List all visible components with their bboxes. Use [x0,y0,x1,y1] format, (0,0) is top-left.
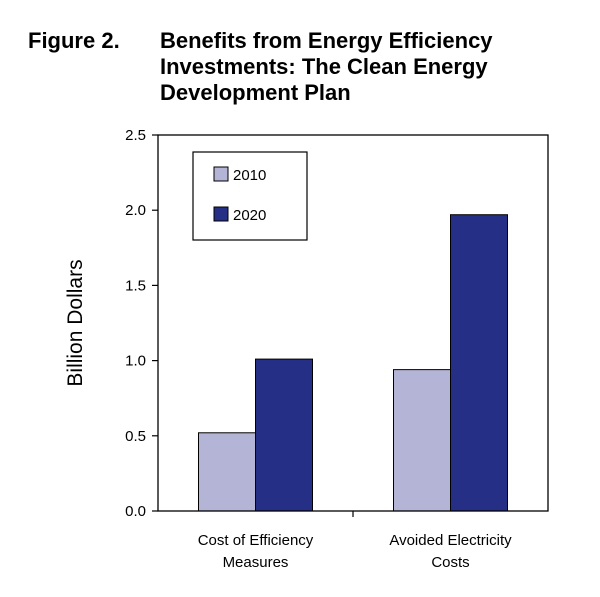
bar-2020-2 [450,214,508,512]
legend: 2010 2020 [192,151,308,241]
figure-label: Figure 2. [28,28,120,53]
bars [198,214,508,512]
y-tick-label: 2.0 [125,202,146,219]
legend-swatch-2020 [213,206,229,222]
x-axis: Cost of Efficiency Measures Avoided Electr… [198,511,512,571]
category-label: Costs [431,554,469,571]
figure-title: Figure 2. Benefits from Energy Efficienc… [28,28,588,106]
category-label: Avoided Electricity [389,532,512,549]
bar-2010-1 [198,432,256,512]
y-tick-label: 1.0 [125,353,146,370]
y-axis: 0.0 0.5 1.0 1.5 2.0 2.5 [125,127,158,520]
bar-2010-2 [393,369,451,512]
category-label: Cost of Efficiency [198,532,314,549]
y-tick-label: 1.5 [125,277,146,294]
legend-label-2010: 2010 [233,167,266,184]
bar-2020-1 [255,358,313,512]
y-axis-title: Billion Dollars [64,259,87,386]
y-tick-label: 0.5 [125,428,146,445]
legend-box [192,151,308,241]
legend-label-2020: 2020 [233,207,266,224]
figure-title-text: Benefits from Energy Efficiency Investme… [160,28,493,105]
category-label: Measures [223,554,289,571]
legend-swatch-2010 [213,166,229,182]
y-tick-label: 0.0 [125,503,146,520]
y-tick-label: 2.5 [125,127,146,144]
